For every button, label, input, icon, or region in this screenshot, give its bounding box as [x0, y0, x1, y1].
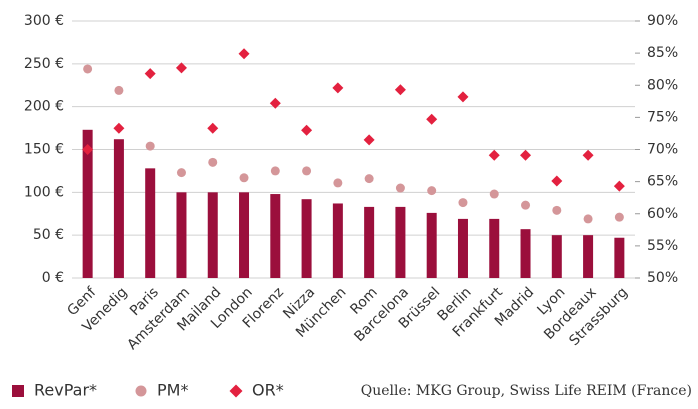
or-diamond: [238, 48, 250, 60]
or-diamond: [394, 84, 406, 96]
bar: [583, 235, 594, 278]
y-tick-label: 0 €: [42, 270, 64, 286]
y2-tick-label: 70%: [647, 142, 678, 158]
pm-dot: [114, 85, 124, 95]
pm-dot: [239, 173, 249, 183]
or-diamond: [426, 113, 438, 125]
legend-label: RevPar*: [34, 381, 97, 400]
bar: [426, 212, 437, 278]
or-diamond: [363, 134, 375, 146]
bar: [301, 199, 312, 278]
y2-tick-label: 85%: [647, 45, 678, 61]
or-diamond: [269, 97, 281, 109]
source: Quelle: MKG Group, Swiss Life REIM (Fran…: [361, 383, 692, 399]
y-tick-label: 300 €: [24, 13, 64, 29]
pm-dot: [427, 186, 437, 196]
pm-dot: [270, 166, 280, 176]
y2-tick-label: 90%: [647, 13, 678, 29]
or-diamond: [582, 149, 594, 161]
or-diamond: [144, 68, 156, 80]
pm-dot: [145, 141, 155, 151]
pm-dot: [302, 166, 312, 176]
or-diamond: [113, 122, 125, 134]
legend-label: PM*: [157, 381, 188, 400]
y-tick-label: 50 €: [33, 227, 64, 243]
or-diamond: [82, 144, 94, 155]
or-diamond: [207, 122, 219, 134]
y2-tick-label: 55%: [647, 238, 678, 254]
bar: [145, 168, 156, 278]
pm-dot: [208, 157, 218, 167]
bar: [176, 192, 187, 278]
or-diamond: [520, 149, 532, 161]
bar: [332, 203, 343, 278]
bar: [489, 218, 500, 278]
bar: [239, 192, 250, 278]
bar: [364, 206, 375, 278]
y2-tick-label: 80%: [647, 77, 678, 93]
or-diamond: [457, 91, 469, 103]
y2-tick-label: 65%: [647, 174, 678, 190]
legend-swatch: [135, 385, 147, 397]
pm-dot: [521, 200, 531, 210]
pm-dot: [583, 214, 593, 224]
pm-dot: [489, 189, 499, 199]
pm-dot: [83, 64, 93, 74]
bar: [614, 237, 625, 278]
bar: [395, 206, 406, 278]
y2-tick-label: 75%: [647, 109, 678, 125]
or-diamond: [613, 180, 625, 192]
pm-dot: [395, 183, 405, 193]
y2-tick-label: 50%: [647, 270, 678, 286]
bar: [457, 218, 468, 278]
bar: [520, 229, 531, 278]
pm-dot: [176, 168, 186, 178]
or-diamond: [175, 62, 187, 74]
bar: [551, 235, 562, 278]
pm-dot: [614, 212, 624, 222]
legend-swatch: [229, 384, 243, 398]
or-diamond: [301, 124, 313, 136]
pm-dot: [364, 174, 374, 184]
bar: [82, 129, 93, 278]
legend-swatch: [12, 385, 24, 397]
y-tick-label: 200 €: [24, 99, 64, 115]
pm-dot: [333, 178, 343, 188]
or-diamond: [488, 149, 500, 161]
bar: [270, 194, 281, 278]
pm-dot: [458, 198, 468, 208]
or-diamond: [332, 82, 344, 94]
y-tick-label: 250 €: [24, 56, 64, 72]
bar: [113, 139, 124, 278]
pm-dot: [552, 205, 562, 215]
y-tick-label: 150 €: [24, 142, 64, 158]
y-tick-label: 100 €: [24, 184, 64, 200]
y2-tick-label: 60%: [647, 206, 678, 222]
or-diamond: [551, 175, 563, 187]
legend-label: OR*: [252, 381, 284, 400]
bar: [207, 192, 218, 278]
